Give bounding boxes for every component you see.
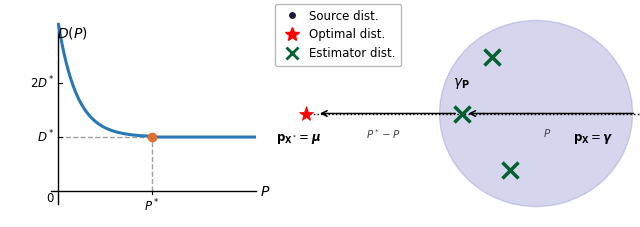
Text: $D(P)$: $D(P)$ <box>58 25 88 40</box>
Text: $\mathbf{p}_\mathbf{X}=\boldsymbol{\gamma}$: $\mathbf{p}_\mathbf{X}=\boldsymbol{\gamm… <box>573 132 614 146</box>
Text: $0$: $0$ <box>46 192 55 205</box>
Legend: Source dist., Optimal dist., Estimator dist.: Source dist., Optimal dist., Estimator d… <box>275 4 401 66</box>
Text: $2D^*$: $2D^*$ <box>30 75 55 91</box>
Text: $P^*$: $P^*$ <box>144 197 159 214</box>
Text: $\gamma_\mathbf{P}$: $\gamma_\mathbf{P}$ <box>453 76 470 91</box>
Text: $P$: $P$ <box>543 127 551 139</box>
Text: $P^*-P$: $P^*-P$ <box>367 127 401 141</box>
Text: $P$: $P$ <box>260 185 270 199</box>
Text: $\mathbf{p}_{\mathbf{X}^*}=\boldsymbol{\mu}$: $\mathbf{p}_{\mathbf{X}^*}=\boldsymbol{\… <box>276 132 321 146</box>
Text: $D^*$: $D^*$ <box>37 129 55 145</box>
Ellipse shape <box>440 20 632 207</box>
